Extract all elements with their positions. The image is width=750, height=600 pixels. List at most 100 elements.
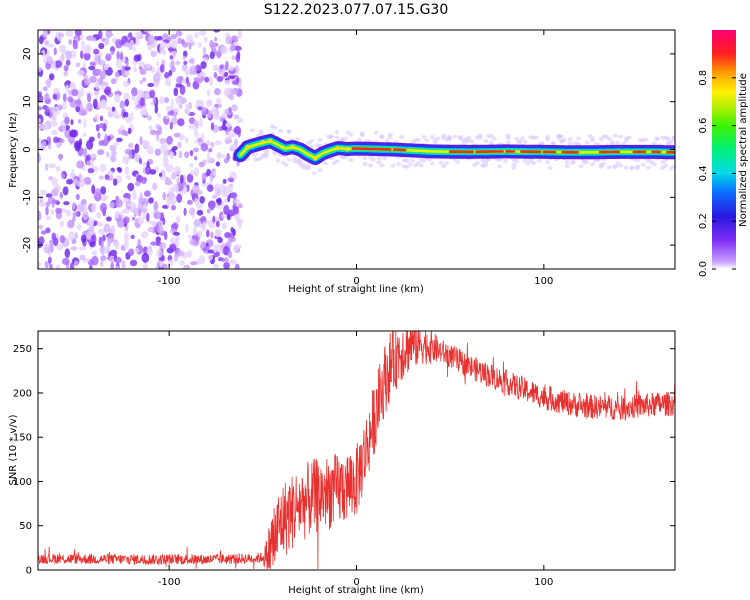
ridge-halo [531,160,537,165]
noise-speck [112,178,118,186]
noise-speck [110,78,117,85]
noise-speck [217,153,225,158]
noise-speck [127,142,134,149]
noise-speck [200,61,207,69]
noise-speck [173,166,181,176]
noise-speck [202,247,207,252]
noise-speck [210,231,214,239]
noise-speck [79,254,85,261]
noise-speck [187,234,192,239]
ridge-halo [545,159,551,164]
noise-speck [56,243,64,251]
ridge-halo [306,166,312,171]
noise-speck [155,236,161,243]
noise-speck [202,221,206,230]
noise-speck [190,150,194,157]
noise-speck [228,95,235,101]
ridge-halo [561,137,567,142]
noise-speck [65,59,71,66]
noise-speck [144,30,153,33]
ridge-halo [623,165,629,170]
ridge-halo [272,151,278,156]
noise-speck [213,251,220,258]
noise-speck [115,39,123,49]
noise-speck [230,44,236,52]
noise-speck [169,55,174,60]
ridge-halo [620,141,626,146]
noise-speck [41,140,47,150]
noise-speck [231,80,239,86]
noise-speck [74,30,82,37]
noise-speck [114,113,122,120]
noise-speck [135,181,141,187]
noise-speck [210,122,215,131]
noise-speck [48,73,55,81]
noise-speck [111,150,117,157]
noise-speck [138,61,146,68]
noise-speck [123,239,129,250]
noise-speck [98,122,104,129]
noise-speck [155,212,161,220]
y-tick-label: 50 [19,521,32,532]
noise-speck [152,72,161,83]
noise-speck [44,92,50,101]
ridge-halo [311,171,317,176]
noise-speck [98,42,105,50]
noise-speck [165,105,173,112]
noise-speck [185,223,189,233]
x-tick-label: 100 [534,276,553,287]
noise-speck [132,189,137,200]
ridge-spot [290,144,295,150]
noise-speck [181,41,189,48]
noise-speck [127,127,132,135]
noise-speck [164,72,170,79]
x-tick-label: 100 [534,577,553,588]
noise-speck [52,94,58,100]
noise-speck [229,259,237,265]
noise-speck [100,260,104,268]
noise-speck [159,137,167,145]
ridge-halo [654,136,660,141]
noise-speck [194,32,199,39]
ridge-halo [612,133,618,138]
noise-speck [80,40,85,51]
noise-speck [166,135,173,145]
noise-speck [203,36,208,43]
noise-speck [80,87,85,97]
noise-speck [43,30,48,38]
ridge-halo [590,136,596,141]
noise-speck [38,124,44,130]
colorbar-ticks: 0.0 0.2 0.4 0.6 0.8 [698,70,736,277]
noise-speck [38,224,44,230]
noise-speck [156,60,160,67]
noise-speck [151,220,157,228]
noise-speck [199,117,203,128]
noise-speck [206,156,214,164]
noise-speck [64,248,71,259]
noise-speck [97,30,103,40]
noise-speck [186,173,194,183]
noise-speck [55,166,62,172]
ridge-halo [429,161,435,166]
ridge-halo [297,158,303,163]
colorbar-tick-label: 0.6 [698,118,709,134]
ridge-halo [598,137,604,142]
noise-speck [126,202,133,208]
noise-speck [212,64,220,72]
noise-speck [198,254,206,265]
noise-speck [145,63,152,70]
noise-speck [234,65,239,74]
noise-speck [83,118,87,129]
noise-speck [147,82,155,88]
ridge-spot [335,145,340,151]
noise-speck [196,209,204,216]
noise-speck [227,131,232,140]
ridge-halo [514,136,520,141]
noise-speck [214,186,218,197]
noise-speck [148,125,153,131]
noise-speck [202,159,207,165]
ridge-halo [612,164,618,169]
noise-speck [105,32,114,37]
noise-speck [99,246,108,255]
colorbar-tick-label: 0.2 [698,213,709,229]
